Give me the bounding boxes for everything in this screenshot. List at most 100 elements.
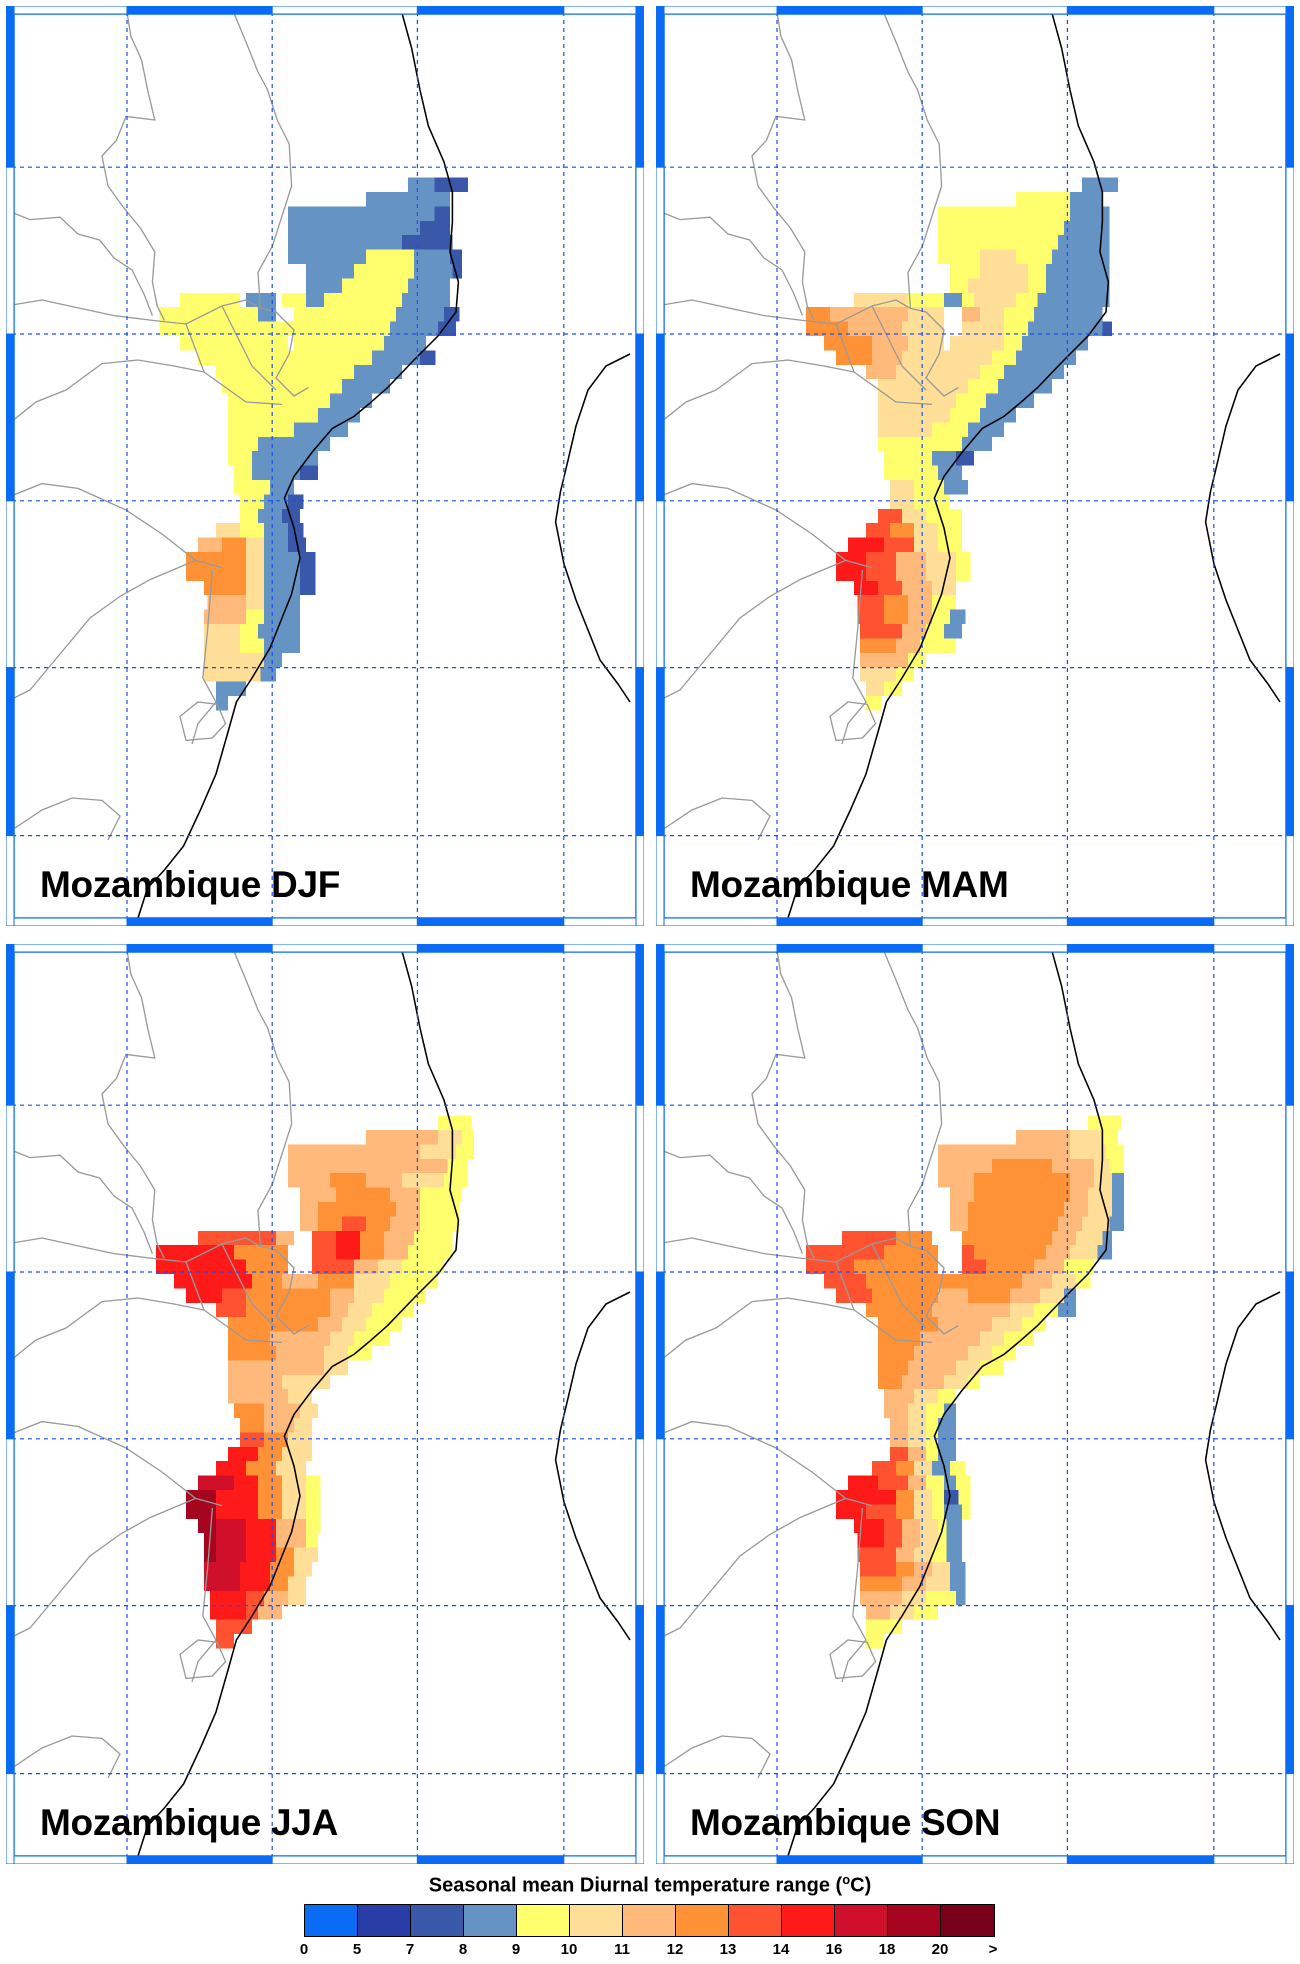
frame-segment [1285,1605,1294,1775]
temperature-cell [288,523,304,538]
temperature-cell [890,523,914,538]
temperature-cell [282,508,300,524]
temperature-cell [950,336,1004,351]
temperature-cell [306,1475,321,1490]
temperature-cell [890,1605,914,1620]
temperature-cell [944,1490,959,1505]
frame-segment [656,6,778,15]
temperature-cell [962,1245,974,1260]
frame-segment [656,944,778,953]
temperature-cell [318,1216,342,1231]
temperature-cell [938,523,962,538]
temperature-cell [962,1259,986,1274]
temperature-cell [264,638,300,653]
temperature-cell [902,350,944,365]
temperature-cell [264,580,300,596]
temperature-cell [288,1590,306,1606]
temperature-cell [282,350,372,365]
temperature-cell [872,1461,896,1476]
temperature-cell [252,465,300,481]
frame-segment [1066,6,1215,15]
temperature-cell [920,1518,938,1534]
temperature-cell [944,292,962,308]
frame-segment [6,500,15,669]
temperature-cell [300,580,316,596]
temperature-cell [866,1619,890,1634]
legend-swatch [888,1905,941,1936]
temperature-cell [396,1202,421,1217]
temperature-cell [324,1346,348,1361]
temperature-cell [946,1533,962,1548]
temperature-cell [240,1418,264,1433]
temperature-cell [270,480,294,495]
temperature-cell [276,1346,324,1361]
temperature-cell [210,1605,247,1620]
temperature-cell [402,235,453,250]
temperature-cell [330,393,372,409]
temperature-cell [1112,1202,1124,1217]
temperature-cell [926,1418,938,1433]
frame-segment [563,917,644,926]
temperature-cell [914,1490,932,1505]
frame-segment [271,917,418,926]
frame-segment [6,1104,15,1273]
temperature-cell [270,1562,294,1577]
temperature-cell [366,1216,390,1231]
temperature-cell [348,1302,372,1318]
temperature-cell [264,595,300,610]
country-border [191,1507,217,1683]
country-border [233,12,293,309]
temperature-cell [384,1288,427,1303]
temperature-cell [246,1547,276,1562]
temperature-cell [300,465,318,481]
temperature-cell [938,235,1058,250]
temperature-cell [944,1504,962,1519]
temperature-cell [950,1202,968,1217]
temperature-cell [216,1518,247,1534]
coastline [137,950,460,1857]
temperature-cell [258,1446,282,1462]
temperature-cell [354,1288,384,1303]
temperature-cell [216,552,247,567]
temperature-cell [1106,1144,1124,1159]
legend-tick-label: 0 [299,1941,309,1958]
frame-segment [776,917,923,926]
temperature-cell [210,1590,247,1606]
frame-segment [921,944,1068,953]
temperature-cell [264,494,288,509]
temperature-cell [240,1432,264,1447]
temperature-cell [962,1504,971,1519]
frame-segment [6,333,15,502]
temperature-cell [848,537,884,552]
temperature-cell [950,1576,966,1591]
temperature-cell [866,552,896,567]
country-border [191,569,217,745]
legend-swatch [464,1905,517,1936]
temperature-cell [1070,1245,1098,1260]
frame-segment [6,667,15,837]
temperature-cell [896,552,926,567]
temperature-cell [294,422,348,437]
temperature-cell [914,1504,932,1519]
temperature-cell [228,451,253,466]
temperature-cell [378,1259,403,1274]
temperature-cell [342,379,390,394]
frame-segment [921,6,1068,15]
temperature-cell [926,566,956,581]
temperature-cell [866,566,896,581]
temperature-cell [950,1187,974,1202]
temperature-cell [854,580,878,596]
temperature-cell [908,307,944,322]
legend-tick-label: 9 [511,1941,521,1958]
temperature-cell [204,566,247,581]
temperature-cell [234,1245,288,1260]
legend-swatch [411,1905,464,1936]
frame-segment [563,944,644,953]
frame-segment [635,835,644,926]
temperature-cell [1102,321,1112,336]
legend-swatch [835,1905,888,1936]
frame-segment [271,944,418,953]
legend-tick-label: 20 [931,1941,949,1958]
country-border [260,1245,309,1335]
temperature-cell [186,566,205,581]
